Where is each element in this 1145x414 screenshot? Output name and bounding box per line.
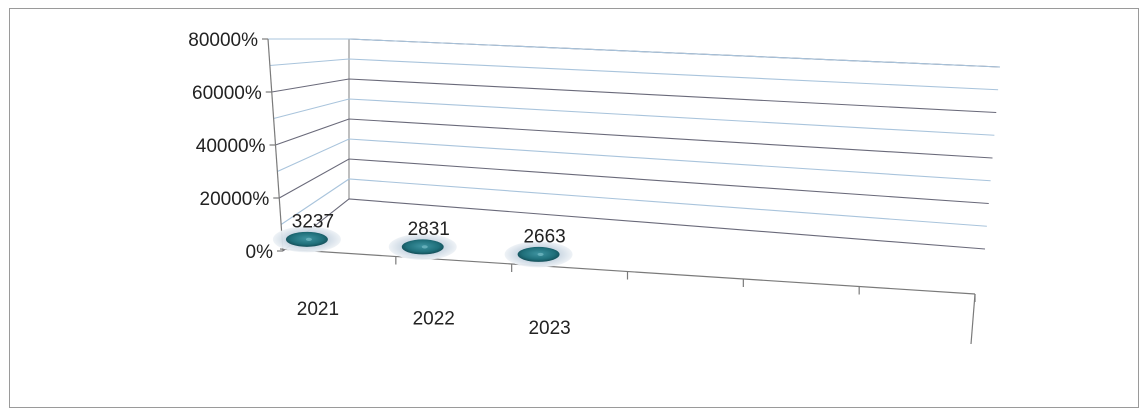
gridline — [277, 138, 991, 182]
data-point-2023 — [504, 241, 573, 268]
y-tick-label: 80000% — [188, 30, 258, 51]
y-tick-label: 20000% — [200, 189, 270, 210]
gridline — [271, 78, 997, 114]
data-label: 3237 — [292, 211, 334, 232]
gridline — [275, 118, 993, 159]
y-tick-label: 40000% — [196, 136, 266, 157]
y-tick-label: 0% — [246, 242, 274, 263]
gridline — [282, 198, 986, 252]
floor — [280, 199, 985, 294]
gridline — [269, 58, 999, 91]
gridline — [280, 178, 987, 227]
x-tick-label: 2023 — [528, 318, 570, 339]
chart-plot: 0%20000%40000%60000%80000% 2021 2022 2023 … — [188, 30, 1001, 345]
x-tick-label: 2021 — [297, 299, 339, 320]
gridline — [273, 98, 995, 136]
floor-right-edge — [970, 293, 976, 345]
data-point-2022 — [388, 233, 457, 260]
data-label: 2831 — [408, 219, 450, 240]
x-tick-label: 2022 — [413, 308, 455, 329]
chart-frame: 0% 20000% 40000% 60000% 80000% 2021 2022 2023 … — [9, 8, 1139, 408]
data-label: 2663 — [523, 226, 565, 247]
y-tick-label: 60000% — [192, 83, 262, 104]
gridline — [268, 38, 1001, 68]
gridline — [278, 158, 989, 205]
data-point-2021 — [272, 226, 341, 253]
